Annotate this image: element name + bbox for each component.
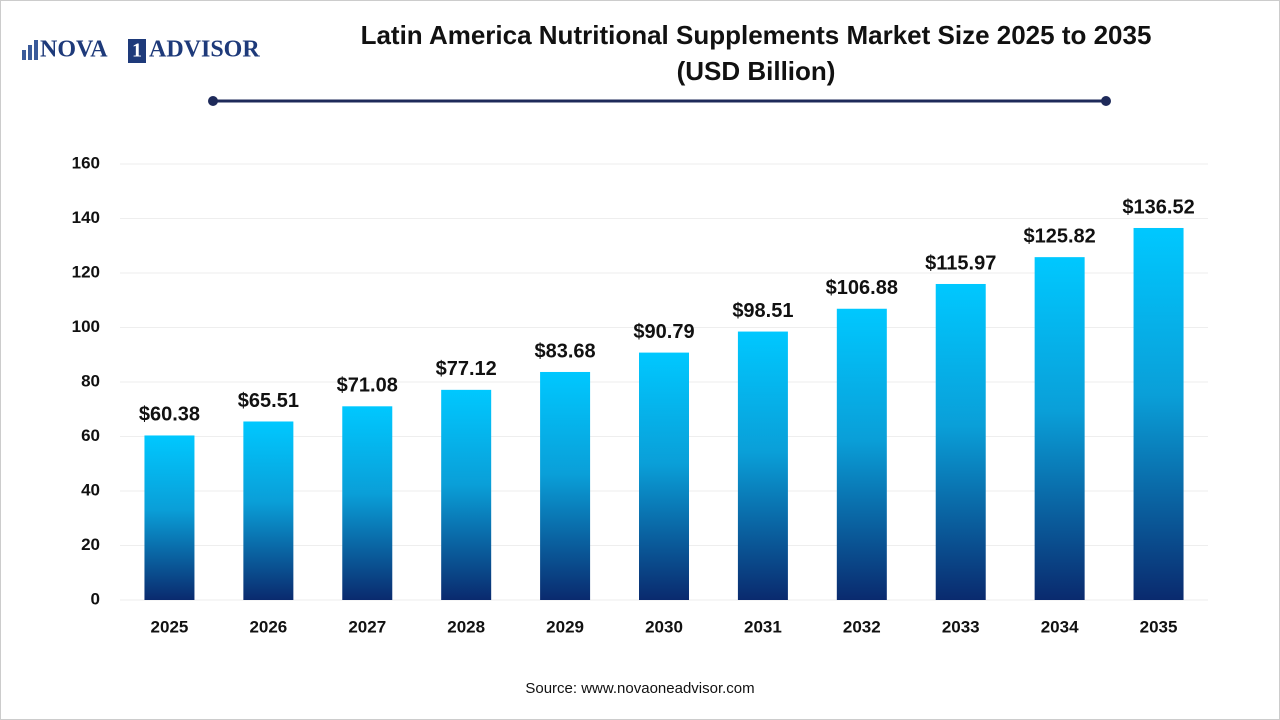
chart-title: Latin America Nutritional Supplements Ma… <box>361 20 1152 50</box>
bar <box>540 371 591 600</box>
chart-subtitle: (USD Billion) <box>677 56 836 86</box>
value-label: $60.38 <box>139 404 200 426</box>
y-tick-label: 40 <box>81 480 100 499</box>
bar <box>441 389 492 600</box>
y-tick-label: 60 <box>81 426 100 445</box>
x-tick-label: 2030 <box>645 617 683 636</box>
y-tick-label: 160 <box>72 153 100 172</box>
source: Source: www.novaoneadvisor.com <box>525 680 754 697</box>
bar <box>243 421 294 600</box>
y-tick-label: 120 <box>72 262 100 281</box>
y-tick-label: 140 <box>72 208 100 227</box>
value-label: $83.68 <box>535 340 596 362</box>
bar <box>1034 257 1085 600</box>
x-tick-label: 2025 <box>151 617 189 636</box>
value-label: $90.79 <box>633 321 694 343</box>
brand-right: ADVISOR <box>149 37 260 63</box>
value-label: $106.88 <box>826 277 898 299</box>
brand-mark: 1 <box>132 40 142 62</box>
value-label: $71.08 <box>337 375 398 397</box>
x-tick-label: 2029 <box>546 617 584 636</box>
bar <box>1133 227 1184 600</box>
x-tick-label: 2032 <box>843 617 881 636</box>
x-tick-label: 2031 <box>744 617 782 636</box>
bar <box>342 406 393 600</box>
y-tick-label: 80 <box>81 371 100 390</box>
bar <box>935 283 986 600</box>
x-tick-label: 2028 <box>447 617 485 636</box>
x-tick-label: 2034 <box>1041 617 1079 636</box>
y-tick-label: 20 <box>81 535 100 554</box>
y-tick-label: 0 <box>91 589 100 608</box>
value-label: $65.51 <box>238 390 299 412</box>
logo: NOVA 1 ADVISOR <box>22 37 260 63</box>
y-tick-label: 100 <box>72 317 100 336</box>
value-label: $98.51 <box>732 300 793 322</box>
value-label: $115.97 <box>925 252 996 274</box>
x-tick-label: 2033 <box>942 617 980 636</box>
value-label: $136.52 <box>1122 196 1194 218</box>
value-label: $77.12 <box>436 358 497 380</box>
x-tick-label: 2027 <box>348 617 386 636</box>
bar <box>639 352 689 600</box>
bar <box>836 308 887 600</box>
bar <box>144 435 195 600</box>
bar <box>737 331 788 600</box>
x-tick-label: 2035 <box>1140 617 1178 636</box>
value-label: $125.82 <box>1023 225 1095 247</box>
x-tick-label: 2026 <box>249 617 287 636</box>
title-rule <box>208 96 1111 106</box>
brand-left: NOVA <box>40 37 108 63</box>
